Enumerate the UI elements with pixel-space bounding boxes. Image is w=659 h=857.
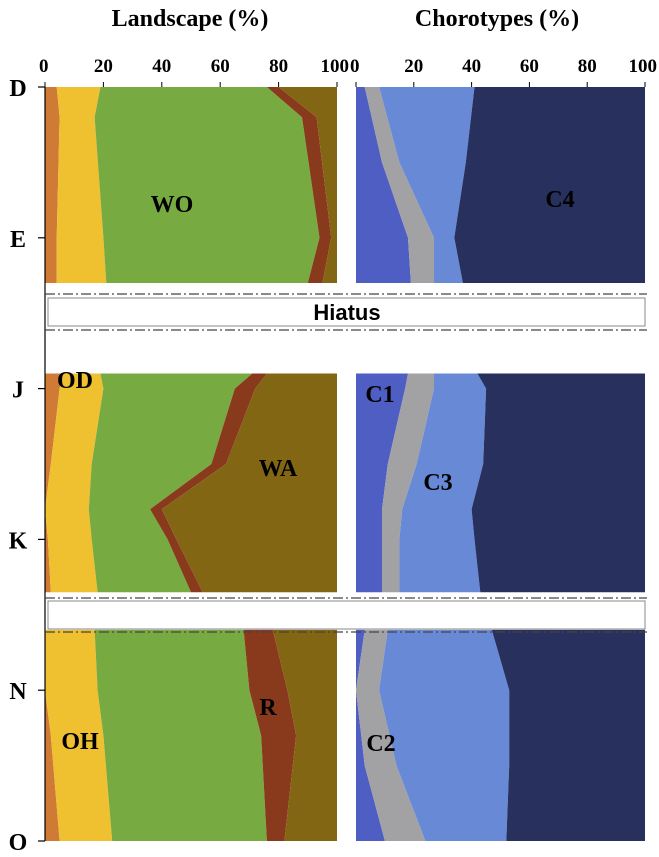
chorotypes-x-ticks: 0 20 40 60 80 100 [350, 56, 657, 87]
landscape-area-wo-segment-3 [94, 629, 267, 841]
landscape-area-oh-segment-3 [45, 629, 60, 841]
landscape-tick-label-80: 80 [269, 56, 288, 77]
chorotypes-area-c1-segment-3 [356, 629, 385, 841]
chorotypes-area-c3-segment-3 [379, 629, 510, 841]
landscape-area-oh-segment-2 [45, 373, 63, 593]
chorotypes-areas [356, 87, 645, 841]
chorotypes-area-c2-segment-2 [382, 373, 434, 593]
landscape-area-wa-segment-3 [272, 629, 337, 841]
landscape-area-r-segment-2 [150, 373, 267, 593]
landscape-tick-label-0: 0 [39, 56, 49, 77]
area-label-wo: WO [151, 192, 194, 218]
depth-level-o: O [9, 830, 28, 856]
landscape-x-ticks: 0 20 40 60 80 100 [39, 56, 349, 87]
landscape-tick-label-100: 100 [321, 56, 350, 77]
chorotypes-tick-label-40: 40 [462, 56, 481, 77]
depth-level-e: E [10, 227, 26, 253]
landscape-panel: Landscape (%) 0 20 40 60 80 100 WO OD WA R OH [39, 6, 349, 841]
chorotypes-area-c3-segment-2 [399, 373, 487, 593]
area-label-oh: OH [61, 729, 99, 755]
landscape-area-wa-segment-1 [278, 87, 337, 283]
gap-bands: Hiatus [45, 293, 647, 633]
landscape-area-r-segment-3 [243, 629, 297, 841]
chorotypes-tick-label-0: 0 [350, 56, 360, 77]
chorotypes-tick-label-60: 60 [520, 56, 539, 77]
landscape-area-r-segment-1 [266, 87, 332, 283]
hiatus-band [47, 297, 646, 327]
depth-level-k: K [9, 528, 28, 554]
depth-level-d: D [9, 76, 26, 102]
chorotypes-area-c1-segment-2 [356, 373, 408, 593]
landscape-area-labels: WO OD WA R OH [57, 192, 298, 755]
chorotypes-panel: Chorotypes (%) 0 20 40 60 80 100 C4 C1 C3 C2 [350, 6, 657, 841]
chorotypes-tick-label-100: 100 [629, 56, 658, 77]
chorotypes-area-labels: C4 C1 C3 C2 [365, 187, 574, 757]
area-label-wa: WA [259, 456, 298, 482]
chorotypes-tick-label-20: 20 [404, 56, 423, 77]
landscape-tick-label-20: 20 [94, 56, 113, 77]
chorotypes-area-c4-segment-1 [454, 87, 645, 283]
area-label-od: OD [57, 368, 93, 394]
chorotypes-area-c3-segment-1 [379, 87, 475, 283]
landscape-area-wo-segment-1 [94, 87, 320, 283]
area-label-r: R [259, 695, 277, 721]
landscape-area-od-segment-1 [56, 87, 107, 283]
chorotypes-area-c2-segment-3 [356, 629, 426, 841]
landscape-title: Landscape (%) [112, 6, 269, 32]
chorotypes-area-c2-segment-1 [364, 87, 434, 283]
landscape-tick-label-60: 60 [211, 56, 230, 77]
chorotypes-tick-label-80: 80 [578, 56, 597, 77]
area-label-c4: C4 [545, 187, 574, 213]
landscape-area-wa-segment-2 [161, 373, 337, 593]
chorotypes-area-c4-segment-2 [471, 373, 645, 593]
chorotypes-area-c1-segment-1 [356, 87, 411, 283]
area-label-c1: C1 [365, 382, 394, 408]
landscape-area-wo-segment-2 [88, 373, 253, 593]
depth-level-n: N [9, 679, 27, 705]
depth-level-labels: D E J K N O [9, 76, 46, 856]
area-label-c2: C2 [366, 731, 395, 757]
chorotypes-area-c4-segment-3 [491, 629, 645, 841]
depth-level-j: J [12, 378, 24, 404]
landscape-tick-label-40: 40 [152, 56, 171, 77]
landscape-area-oh-segment-1 [45, 87, 60, 283]
gap2-band [47, 600, 646, 630]
chorotypes-title: Chorotypes (%) [415, 6, 579, 32]
landscape-area-od-segment-2 [45, 373, 104, 593]
landscape-area-od-segment-3 [45, 629, 113, 841]
landscape-areas [45, 87, 337, 841]
hiatus-label: Hiatus [313, 300, 380, 325]
area-label-c3: C3 [423, 470, 452, 496]
